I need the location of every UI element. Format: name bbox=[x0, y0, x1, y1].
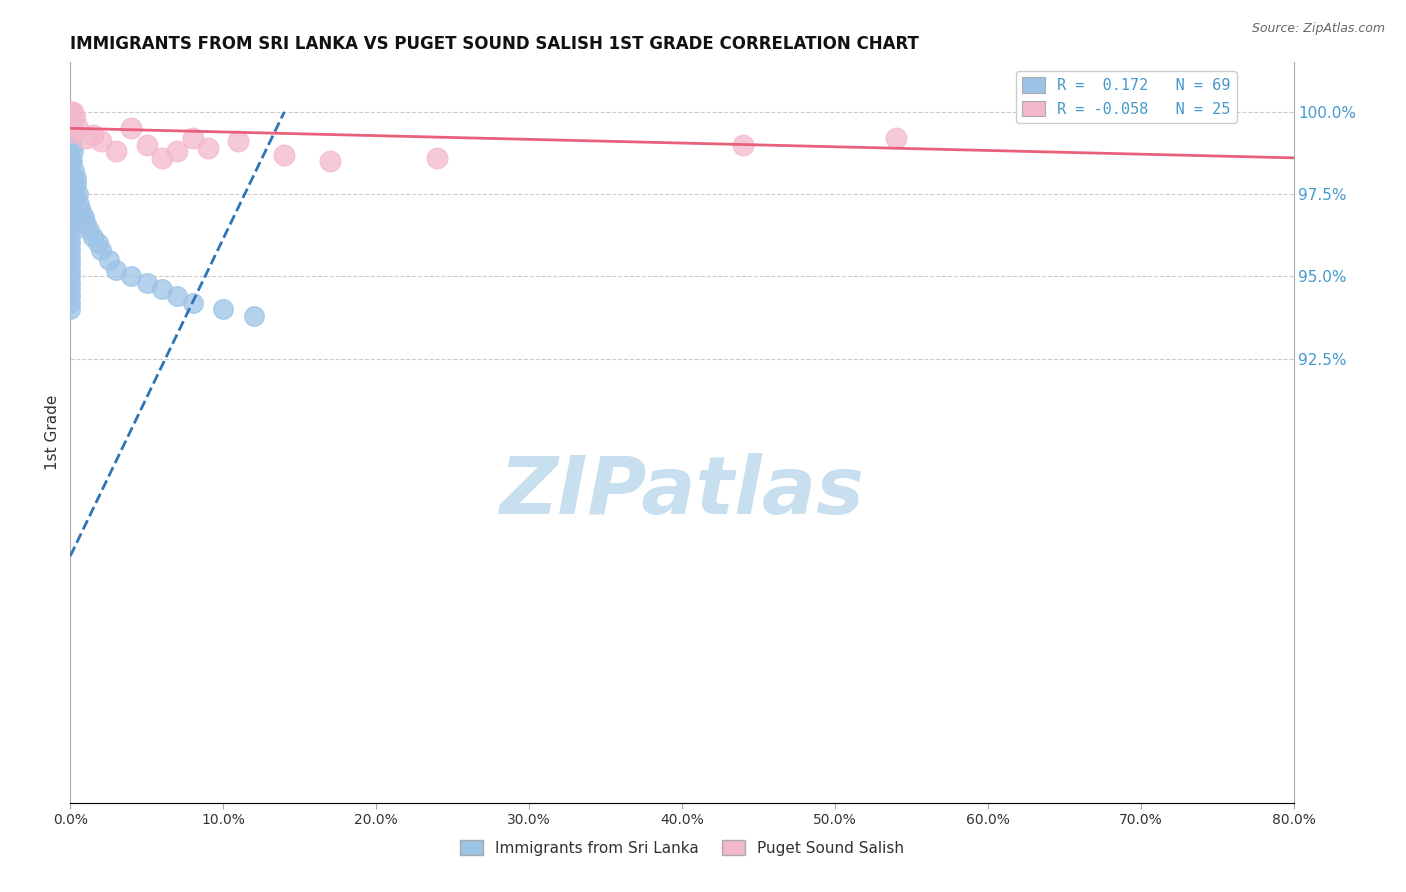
Point bbox=[59, 137, 82, 152]
Point bbox=[59, 256, 82, 270]
Point bbox=[121, 269, 143, 284]
Point bbox=[59, 104, 82, 119]
Point bbox=[181, 131, 204, 145]
Point bbox=[90, 135, 112, 149]
Point bbox=[66, 121, 89, 136]
Point bbox=[59, 118, 82, 132]
Text: ZIPatlas: ZIPatlas bbox=[499, 453, 865, 531]
Point bbox=[62, 104, 84, 119]
Text: Source: ZipAtlas.com: Source: ZipAtlas.com bbox=[1251, 22, 1385, 36]
Point bbox=[60, 154, 83, 169]
Point bbox=[181, 295, 204, 310]
Point bbox=[59, 269, 82, 284]
Point bbox=[150, 283, 173, 297]
Point bbox=[59, 112, 82, 126]
Point bbox=[62, 124, 84, 138]
Point bbox=[60, 118, 83, 132]
Point bbox=[60, 170, 83, 185]
Point bbox=[59, 124, 82, 138]
Point bbox=[87, 236, 110, 251]
Point bbox=[135, 137, 157, 152]
Point bbox=[63, 164, 86, 178]
Point bbox=[65, 170, 87, 185]
Point bbox=[228, 135, 250, 149]
Point bbox=[212, 302, 235, 317]
Point bbox=[65, 177, 87, 191]
Point bbox=[105, 262, 128, 277]
Point bbox=[59, 295, 82, 310]
Point bbox=[150, 151, 173, 165]
Point bbox=[426, 151, 449, 165]
Point bbox=[59, 164, 82, 178]
Point bbox=[59, 243, 82, 257]
Point bbox=[166, 145, 188, 159]
Point bbox=[60, 170, 83, 185]
Point bbox=[59, 262, 82, 277]
Y-axis label: 1st Grade: 1st Grade bbox=[45, 395, 60, 470]
Point bbox=[59, 177, 82, 191]
Point bbox=[60, 137, 83, 152]
Point bbox=[69, 197, 91, 211]
Point bbox=[60, 187, 83, 202]
Point bbox=[59, 203, 82, 218]
Point bbox=[59, 283, 82, 297]
Point bbox=[319, 154, 342, 169]
Point bbox=[197, 141, 219, 155]
Point bbox=[135, 276, 157, 290]
Point bbox=[59, 190, 82, 204]
Legend: Immigrants from Sri Lanka, Puget Sound Salish: Immigrants from Sri Lanka, Puget Sound S… bbox=[454, 834, 910, 862]
Point bbox=[59, 217, 82, 231]
Point bbox=[59, 104, 82, 119]
Point bbox=[60, 104, 83, 119]
Point bbox=[59, 197, 82, 211]
Point bbox=[59, 104, 82, 119]
Point bbox=[66, 187, 89, 202]
Point bbox=[59, 210, 82, 224]
Point bbox=[59, 151, 82, 165]
Point bbox=[59, 170, 82, 185]
Text: IMMIGRANTS FROM SRI LANKA VS PUGET SOUND SALISH 1ST GRADE CORRELATION CHART: IMMIGRANTS FROM SRI LANKA VS PUGET SOUND… bbox=[70, 35, 920, 53]
Point bbox=[121, 121, 143, 136]
Point bbox=[97, 252, 120, 267]
Point bbox=[59, 223, 82, 237]
Point bbox=[60, 203, 83, 218]
Point bbox=[59, 302, 82, 317]
Point bbox=[82, 128, 104, 142]
Point bbox=[59, 104, 82, 119]
Point bbox=[75, 217, 97, 231]
Point bbox=[60, 137, 83, 152]
Point bbox=[90, 243, 112, 257]
Point bbox=[59, 145, 82, 159]
Point bbox=[59, 104, 82, 119]
Point bbox=[63, 187, 86, 202]
Point bbox=[60, 121, 83, 136]
Point bbox=[62, 145, 84, 159]
Point bbox=[63, 112, 86, 126]
Point bbox=[73, 210, 96, 224]
Point bbox=[59, 131, 82, 145]
Point bbox=[59, 276, 82, 290]
Point bbox=[59, 184, 82, 198]
Point bbox=[70, 203, 93, 218]
Point bbox=[243, 309, 266, 323]
Point bbox=[82, 230, 104, 244]
Point bbox=[166, 289, 188, 303]
Point bbox=[884, 131, 907, 145]
Point bbox=[59, 104, 82, 119]
Point bbox=[273, 147, 295, 161]
Point bbox=[62, 131, 84, 145]
Point bbox=[59, 250, 82, 264]
Point bbox=[60, 154, 83, 169]
Point bbox=[59, 157, 82, 171]
Point bbox=[75, 131, 97, 145]
Point bbox=[62, 177, 84, 191]
Point bbox=[59, 236, 82, 251]
Point bbox=[59, 230, 82, 244]
Point bbox=[731, 137, 754, 152]
Point bbox=[59, 104, 82, 119]
Point bbox=[59, 112, 82, 126]
Point bbox=[105, 145, 128, 159]
Point bbox=[77, 223, 100, 237]
Point bbox=[59, 289, 82, 303]
